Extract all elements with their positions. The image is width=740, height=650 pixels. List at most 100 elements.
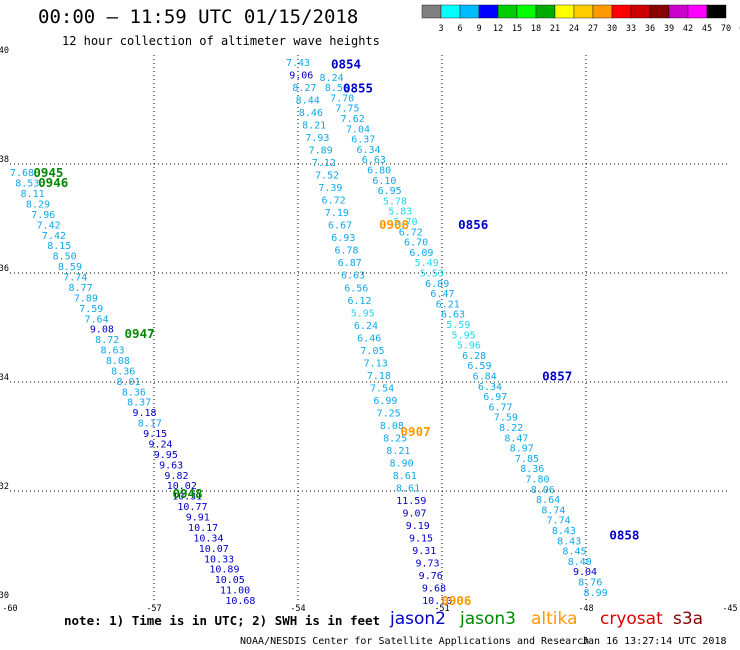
legend-cryosat: cryosat xyxy=(600,609,663,629)
swh-value: 8.46 xyxy=(299,108,323,119)
swh-value: 8.06 xyxy=(531,485,555,496)
pass-time-label: 0948 xyxy=(173,486,203,501)
swh-value: 7.62 xyxy=(341,114,365,125)
swh-value: 7.39 xyxy=(318,183,342,194)
swh-value: 8.08 xyxy=(380,421,404,432)
colorbar-label: 12 xyxy=(493,24,503,34)
swh-value: 6.10 xyxy=(372,176,396,187)
legend-jason3: jason3 xyxy=(460,609,516,629)
swh-value: 8.77 xyxy=(69,283,93,294)
colorbar-label: 6 xyxy=(457,24,462,34)
swh-value: 6.87 xyxy=(338,258,362,269)
y-tick-label: 40 xyxy=(0,46,9,56)
swh-value: 7.68 xyxy=(10,168,34,179)
satellite-tracks: 7.688.538.118.297.967.427.428.158.508.59… xyxy=(10,58,608,607)
swh-value: 6.21 xyxy=(436,299,460,310)
colorbar-label: 36 xyxy=(645,24,655,34)
swh-value: 6.77 xyxy=(489,402,513,413)
swh-value: 8.90 xyxy=(390,458,414,469)
swh-value: 5.95 xyxy=(452,330,476,341)
swh-value: 6.67 xyxy=(328,221,352,232)
swh-value: 8.99 xyxy=(584,588,608,599)
swh-value: 6.37 xyxy=(351,135,375,146)
swh-value: 8.63 xyxy=(101,346,125,357)
swh-value: 6.28 xyxy=(462,351,486,362)
swh-value: 9.07 xyxy=(402,508,426,519)
swh-value: 7.42 xyxy=(42,231,66,242)
swh-value: 7.93 xyxy=(305,133,329,144)
swh-value: 5.70 xyxy=(393,217,417,228)
swh-value: 8.44 xyxy=(296,96,320,107)
legend-s3a: s3a xyxy=(673,609,704,629)
swh-value: 6.72 xyxy=(322,196,346,207)
swh-value: 7.89 xyxy=(74,293,98,304)
swh-value: 8.01 xyxy=(116,377,140,388)
swh-value: 8.36 xyxy=(111,366,135,377)
y-tick-label: 34 xyxy=(0,373,9,383)
swh-value: 7.04 xyxy=(346,124,370,135)
swh-value: 10.68 xyxy=(225,596,255,607)
swh-value: 6.34 xyxy=(478,382,502,393)
swh-value: 7.25 xyxy=(377,408,401,419)
swh-value: 9.06 xyxy=(289,71,313,82)
swh-value: 6.80 xyxy=(367,166,391,177)
x-tick-label: -45 xyxy=(722,604,737,614)
pass-time-label: 0906 xyxy=(441,593,471,608)
swh-value: 8.21 xyxy=(302,121,326,132)
swh-value: 8.45 xyxy=(562,547,586,558)
swh-value: 8.11 xyxy=(21,189,45,200)
swh-value: 7.74 xyxy=(547,516,571,527)
colorbar-swatch xyxy=(706,4,727,19)
swh-value: 8.47 xyxy=(504,433,528,444)
swh-value: 7.13 xyxy=(364,358,388,369)
swh-value: 10.77 xyxy=(177,502,207,513)
swh-value: 6.12 xyxy=(347,296,371,307)
swh-value: 7.42 xyxy=(37,220,61,231)
colorbar-label: 42 xyxy=(683,24,693,34)
swh-value: 8.97 xyxy=(510,444,534,455)
swh-value: 7.18 xyxy=(367,371,391,382)
swh-value: 6.63 xyxy=(341,271,365,282)
colorbar-swatch xyxy=(573,4,594,19)
swh-value: 6.34 xyxy=(357,145,381,156)
legend-altika: altika xyxy=(531,609,578,629)
swh-value: 6.99 xyxy=(373,396,397,407)
swh-value: 10.89 xyxy=(209,565,239,576)
colorbar-label: 45 xyxy=(702,24,712,34)
swh-value: 8.43 xyxy=(557,536,581,547)
swh-value: 11.00 xyxy=(220,586,250,597)
swh-value: 8.22 xyxy=(499,423,523,434)
y-tick-label: 32 xyxy=(0,482,9,492)
colorbar-label: 9 xyxy=(476,24,481,34)
colorbar-swatch xyxy=(478,4,499,19)
colorbar-swatch xyxy=(421,4,442,19)
swh-value: 5.49 xyxy=(415,258,439,269)
swh-value: 6.59 xyxy=(467,361,491,372)
swh-value: 7.85 xyxy=(515,454,539,465)
swh-value: 10.34 xyxy=(193,533,223,544)
swh-value: 9.31 xyxy=(412,546,436,557)
colorbar-label: 24 xyxy=(569,24,579,34)
swh-value: 9.15 xyxy=(409,533,433,544)
colorbar-swatch xyxy=(668,4,689,19)
colorbar-label: 70 xyxy=(721,24,731,34)
colorbar-label: 27 xyxy=(588,24,598,34)
colorbar-swatch xyxy=(440,4,461,19)
colorbar-swatch xyxy=(516,4,537,19)
x-tick-label: -51 xyxy=(434,604,449,614)
swh-value: 8.37 xyxy=(127,398,151,409)
swh-value: 8.43 xyxy=(552,526,576,537)
swh-value: 10.17 xyxy=(188,523,218,534)
swh-value: 6.70 xyxy=(404,238,428,249)
y-tick-label: 38 xyxy=(0,155,9,165)
pass-time-label: 0947 xyxy=(125,326,155,341)
swh-value: 8.25 xyxy=(383,433,407,444)
pass-time-label: 0854 xyxy=(331,57,361,72)
swh-value: 7.43 xyxy=(286,58,310,69)
swh-value: 7.80 xyxy=(525,475,549,486)
pass-time-label: 0945 xyxy=(33,165,63,180)
swh-value: 8.72 xyxy=(95,335,119,346)
swh-value: 9.24 xyxy=(148,439,172,450)
swh-value: 7.74 xyxy=(63,273,87,284)
swh-value: 9.82 xyxy=(164,471,188,482)
